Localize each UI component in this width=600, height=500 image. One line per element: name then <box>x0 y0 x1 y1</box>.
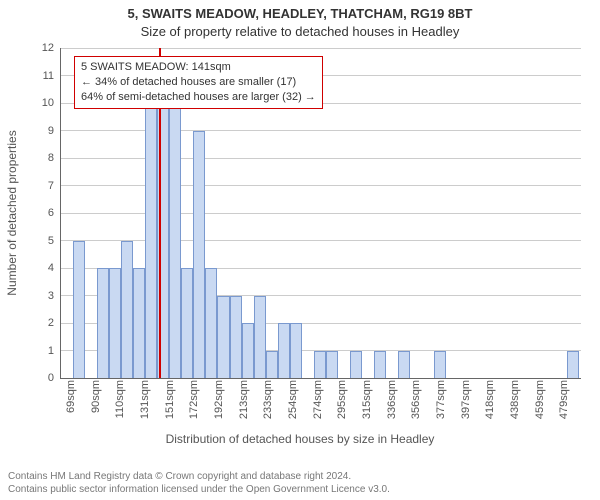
histogram-bar <box>374 351 386 379</box>
x-tick-label: 233sqm <box>262 380 274 419</box>
gridline <box>61 240 581 241</box>
y-tick-label: 4 <box>34 262 54 274</box>
y-tick-label: 0 <box>34 372 54 384</box>
histogram-bar <box>290 323 302 378</box>
histogram-bar <box>109 268 121 378</box>
x-tick-label: 315sqm <box>361 380 373 419</box>
chart-title-line1: 5, SWAITS MEADOW, HEADLEY, THATCHAM, RG1… <box>0 6 600 21</box>
x-tick-label: 110sqm <box>114 380 126 418</box>
histogram-bar <box>73 241 85 379</box>
histogram-bar <box>193 131 205 379</box>
histogram-bar <box>230 296 242 379</box>
y-tick-label: 7 <box>34 180 54 192</box>
x-tick-label: 377sqm <box>435 380 447 419</box>
y-tick-label: 1 <box>34 345 54 357</box>
histogram-bar <box>314 351 326 379</box>
gridline <box>61 130 581 131</box>
x-tick-label: 151sqm <box>164 380 176 419</box>
histogram-bar <box>121 241 133 379</box>
histogram-bar <box>217 296 229 379</box>
gridline <box>61 185 581 186</box>
x-tick-label: 479sqm <box>558 380 570 419</box>
y-tick-label: 12 <box>34 42 54 54</box>
histogram-bar <box>133 268 145 378</box>
x-tick-label: 274sqm <box>312 380 324 419</box>
x-tick-label: 356sqm <box>410 380 422 419</box>
histogram-bar <box>567 351 579 379</box>
y-tick-label: 5 <box>34 235 54 247</box>
annotation-line-2: ← 34% of detached houses are smaller (17… <box>81 75 316 90</box>
gridline <box>61 213 581 214</box>
x-tick-label: 192sqm <box>213 380 225 419</box>
histogram-bar <box>326 351 338 379</box>
histogram-bar <box>169 103 181 378</box>
x-tick-label: 459sqm <box>534 380 546 419</box>
histogram-bar <box>181 268 193 378</box>
y-axis-label: Number of detached properties <box>5 130 19 295</box>
y-tick-label: 8 <box>34 152 54 164</box>
y-tick-label: 3 <box>34 290 54 302</box>
gridline <box>61 48 581 49</box>
annotation-line-1: 5 SWAITS MEADOW: 141sqm <box>81 60 316 75</box>
gridline <box>61 158 581 159</box>
histogram-bar <box>242 323 254 378</box>
x-tick-label: 90sqm <box>90 380 102 413</box>
property-annotation-box: 5 SWAITS MEADOW: 141sqm ← 34% of detache… <box>74 56 323 109</box>
x-tick-label: 397sqm <box>460 380 472 419</box>
x-tick-label: 254sqm <box>287 380 299 419</box>
histogram-bar <box>398 351 410 379</box>
y-tick-label: 9 <box>34 125 54 137</box>
footer-attribution: Contains HM Land Registry data © Crown c… <box>8 471 390 496</box>
histogram-bar <box>350 351 362 379</box>
histogram-bar <box>97 268 109 378</box>
x-tick-label: 438sqm <box>509 380 521 419</box>
y-tick-label: 2 <box>34 317 54 329</box>
y-tick-label: 10 <box>34 97 54 109</box>
histogram-bar <box>278 323 290 378</box>
histogram-bar <box>254 296 266 379</box>
x-tick-label: 213sqm <box>238 380 250 419</box>
histogram-bar <box>205 268 217 378</box>
chart-title-line2: Size of property relative to detached ho… <box>0 24 600 39</box>
histogram-bar <box>145 103 157 378</box>
x-axis-label: Distribution of detached houses by size … <box>0 432 600 446</box>
histogram-bar <box>434 351 446 379</box>
histogram-bar <box>266 351 278 379</box>
x-tick-label: 295sqm <box>336 380 348 419</box>
footer-line-2: Contains public sector information licen… <box>8 484 390 497</box>
y-tick-label: 11 <box>34 70 54 82</box>
x-tick-label: 336sqm <box>386 380 398 419</box>
y-tick-label: 6 <box>34 207 54 219</box>
x-tick-label: 69sqm <box>65 380 77 413</box>
x-tick-label: 172sqm <box>188 380 200 419</box>
x-tick-label: 131sqm <box>139 380 151 419</box>
footer-line-1: Contains HM Land Registry data © Crown c… <box>8 471 390 484</box>
x-tick-label: 418sqm <box>484 380 496 419</box>
annotation-line-3: 64% of semi-detached houses are larger (… <box>81 90 316 105</box>
